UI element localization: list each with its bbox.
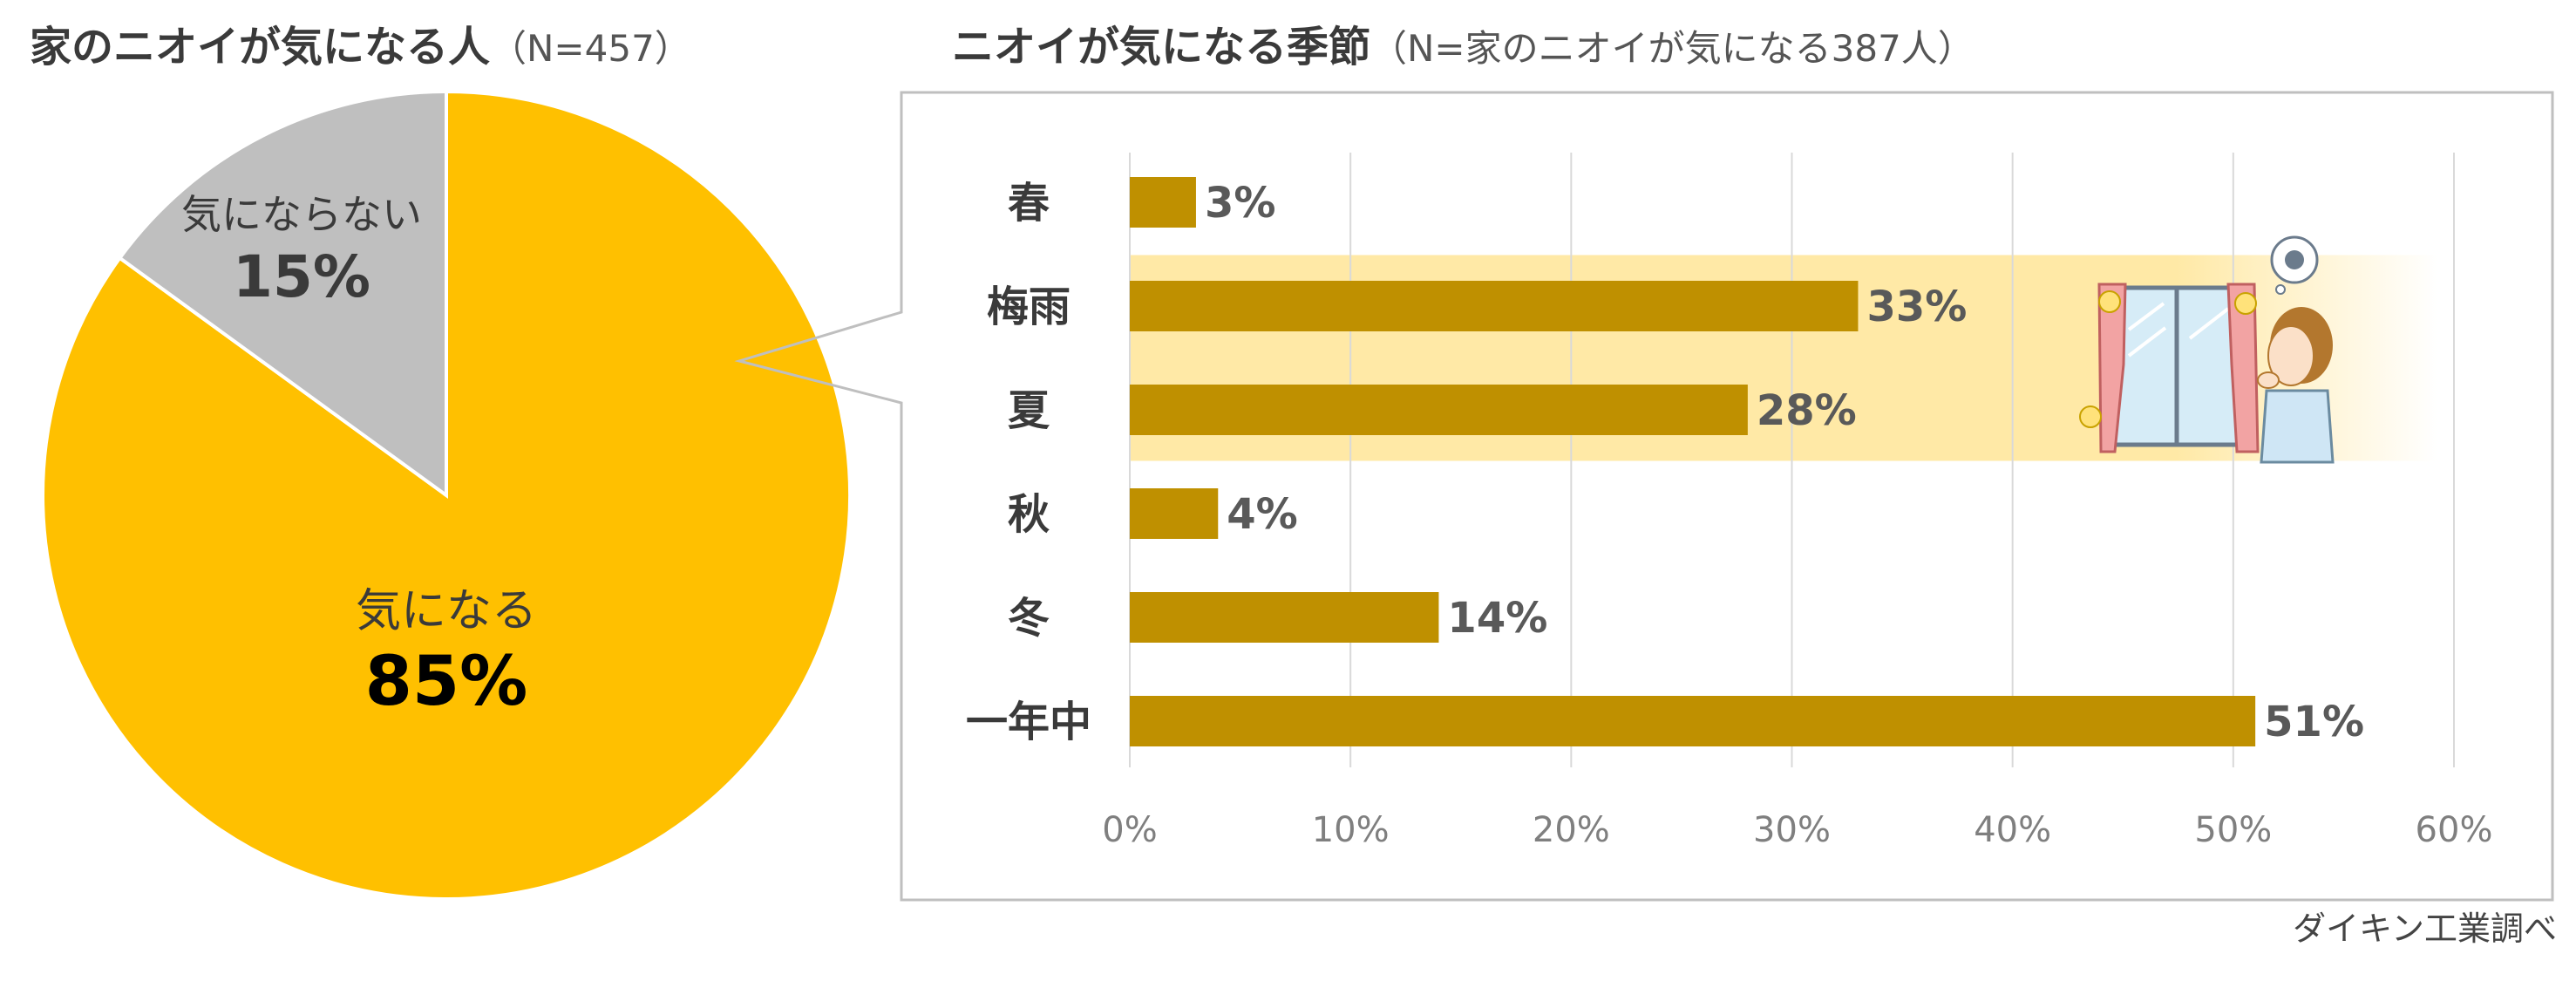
- bar-title-main: ニオイが気になる季節: [952, 23, 1371, 72]
- pie-title-main: 家のニオイが気になる人: [30, 23, 491, 72]
- category-label: 春: [1008, 179, 1050, 228]
- pie-slice-value: 15%: [233, 243, 370, 310]
- category-label: 冬: [1008, 594, 1050, 643]
- callout-border: [734, 91, 2554, 902]
- bar-value-label: 14%: [1447, 594, 1547, 643]
- x-tick-label: 20%: [1533, 810, 1610, 850]
- woman-opening-window-illustration: [2079, 235, 2335, 464]
- category-label: 一年中: [966, 698, 1091, 746]
- bar: [1130, 281, 1859, 331]
- pie-chart: 気になる 85% 気にならない 15%: [41, 89, 852, 901]
- category-label: 梅雨: [987, 283, 1071, 331]
- pie-chart-title: 家のニオイが気になる人（N=457）: [30, 12, 691, 73]
- pie-title-sample-size: （N=457）: [490, 27, 691, 70]
- x-tick-label: 60%: [2416, 810, 2493, 850]
- category-label: 夏: [1008, 386, 1050, 435]
- pie-slice-value: 85%: [365, 643, 528, 721]
- bar-value-label: 28%: [1757, 386, 1857, 435]
- callout-frame: [734, 91, 2554, 902]
- bar: [1130, 696, 2256, 746]
- bar-value-label: 33%: [1866, 283, 1967, 331]
- x-tick-label: 30%: [1753, 810, 1831, 850]
- bar: [1130, 592, 1439, 643]
- pie-slice-1: [117, 89, 448, 499]
- bar-value-label: 4%: [1227, 490, 1298, 539]
- bar: [1130, 177, 1196, 228]
- bar-chart: 0% 10% 20% 30% 40% 50% 60% 春 3% 梅雨 33% 夏 28% 秋 4% 冬 14% 一…: [966, 153, 2492, 850]
- bar-value-label: 3%: [1205, 179, 1276, 228]
- category-label: 秋: [1008, 490, 1050, 539]
- x-tick-label: 0%: [1102, 810, 1157, 850]
- x-tick-label: 50%: [2194, 810, 2272, 850]
- pie-slice-label: 気になる: [356, 585, 537, 637]
- bar-chart-title: ニオイが気になる季節（N=家のニオイが気になる387人）: [952, 12, 1974, 73]
- x-tick-label: 40%: [1974, 810, 2051, 850]
- source-note: ダイキン工業調べ: [2293, 909, 2557, 948]
- bar: [1130, 385, 1748, 435]
- pie-slice-label: 気にならない: [181, 191, 422, 238]
- bar-value-label: 51%: [2264, 698, 2364, 746]
- x-tick-label: 10%: [1312, 810, 1390, 850]
- bar-title-sample-size: （N=家のニオイが気になる387人）: [1370, 27, 1974, 70]
- bar: [1130, 488, 1219, 539]
